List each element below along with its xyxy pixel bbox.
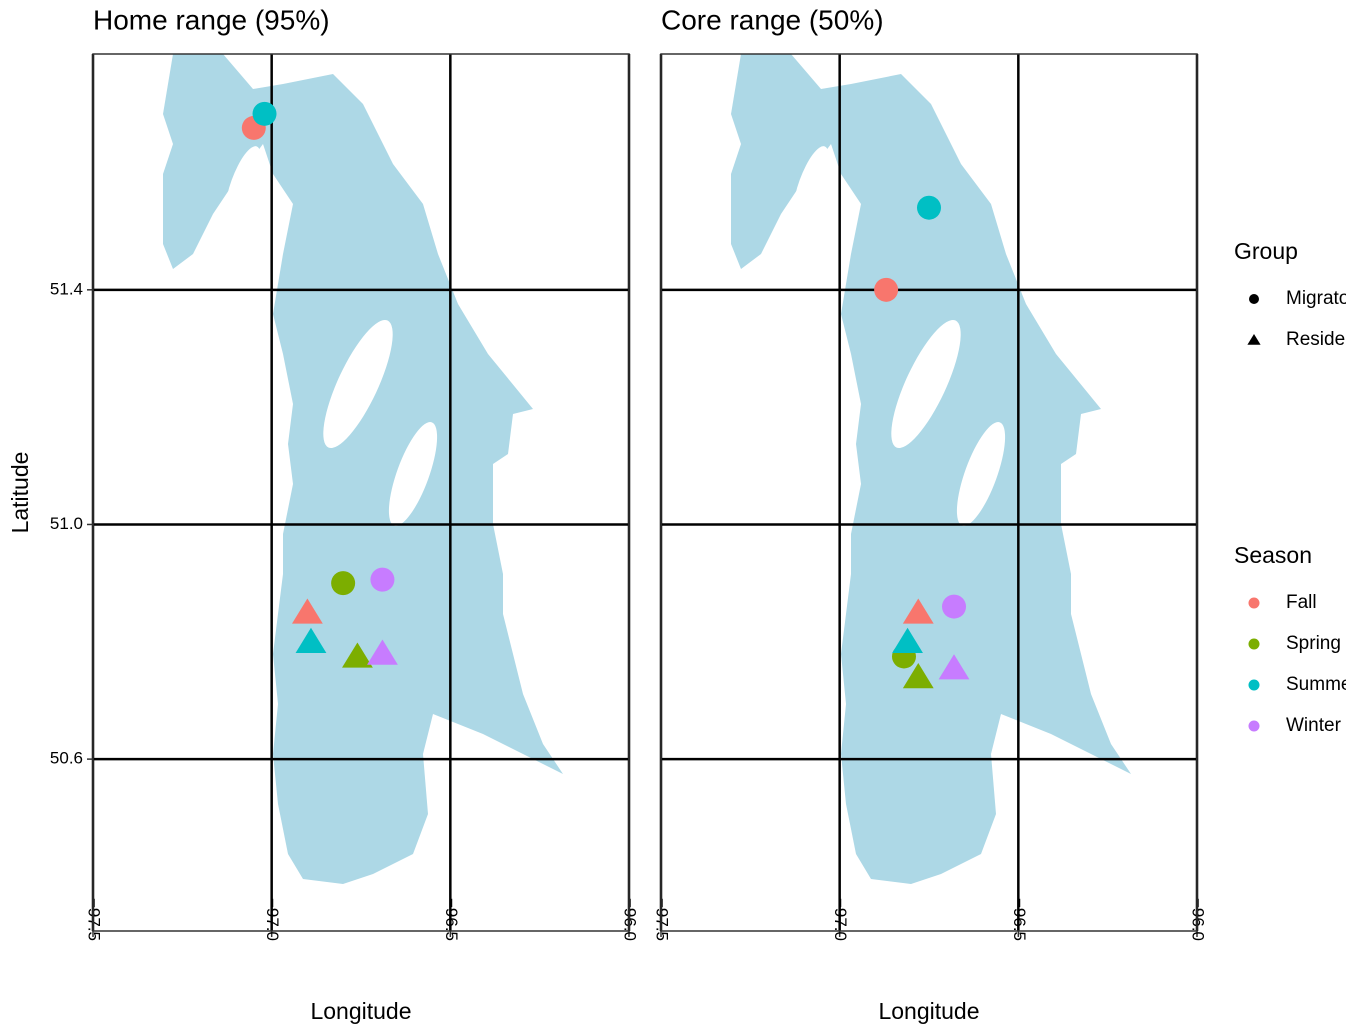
legend-label: Resident (1286, 329, 1346, 350)
x-tick-label: −96.5 (1010, 898, 1029, 941)
point (938, 654, 970, 680)
y-tick-label: 50.6 (50, 749, 83, 768)
x-tick-label: −96.5 (442, 898, 461, 941)
x-axis-label: Longitude (310, 998, 411, 1024)
legend-title: Group (1234, 238, 1298, 264)
y-tick-label: 51.0 (50, 514, 83, 533)
legend-symbol (1247, 334, 1261, 345)
point (942, 594, 967, 619)
panel-border (92, 53, 630, 932)
point (292, 598, 323, 624)
legend-label: Winter (1286, 715, 1342, 736)
point (252, 101, 277, 126)
y-tick-label: 51.4 (50, 279, 83, 298)
panel-border (660, 53, 1198, 932)
legend-symbol (1248, 679, 1260, 691)
y-axis-label: Latitude (7, 452, 33, 534)
x-tick-label: −96.0 (621, 898, 640, 941)
panel-title: Core range (50%) (661, 4, 884, 35)
point (874, 277, 899, 302)
x-tick-label: −97.5 (653, 898, 672, 941)
legend-symbol (1248, 720, 1260, 732)
point (892, 627, 923, 653)
point (295, 627, 327, 653)
legend-label: Migratory (1286, 288, 1346, 309)
panel-title: Home range (95%) (93, 4, 330, 35)
point (902, 662, 934, 689)
x-tick-label: −97.0 (263, 898, 282, 941)
point (902, 598, 934, 624)
point (367, 639, 398, 665)
legend-label: Summer (1286, 674, 1346, 695)
point (331, 571, 356, 596)
point (370, 567, 395, 592)
legend-label: Spring (1286, 633, 1341, 654)
point (917, 195, 941, 220)
x-axis-label: Longitude (878, 998, 979, 1024)
legend-title: Season (1234, 542, 1312, 568)
legend-symbol (1248, 597, 1260, 609)
x-tick-label: −96.0 (1189, 898, 1208, 941)
legend-symbol (1248, 638, 1260, 650)
legend-symbol (1249, 294, 1259, 304)
legend-label: Fall (1286, 592, 1317, 613)
point (342, 642, 373, 668)
x-tick-label: −97.0 (831, 898, 850, 941)
lake-map (731, 54, 1131, 884)
lake-map (163, 54, 563, 884)
x-tick-label: −97.5 (85, 898, 104, 941)
